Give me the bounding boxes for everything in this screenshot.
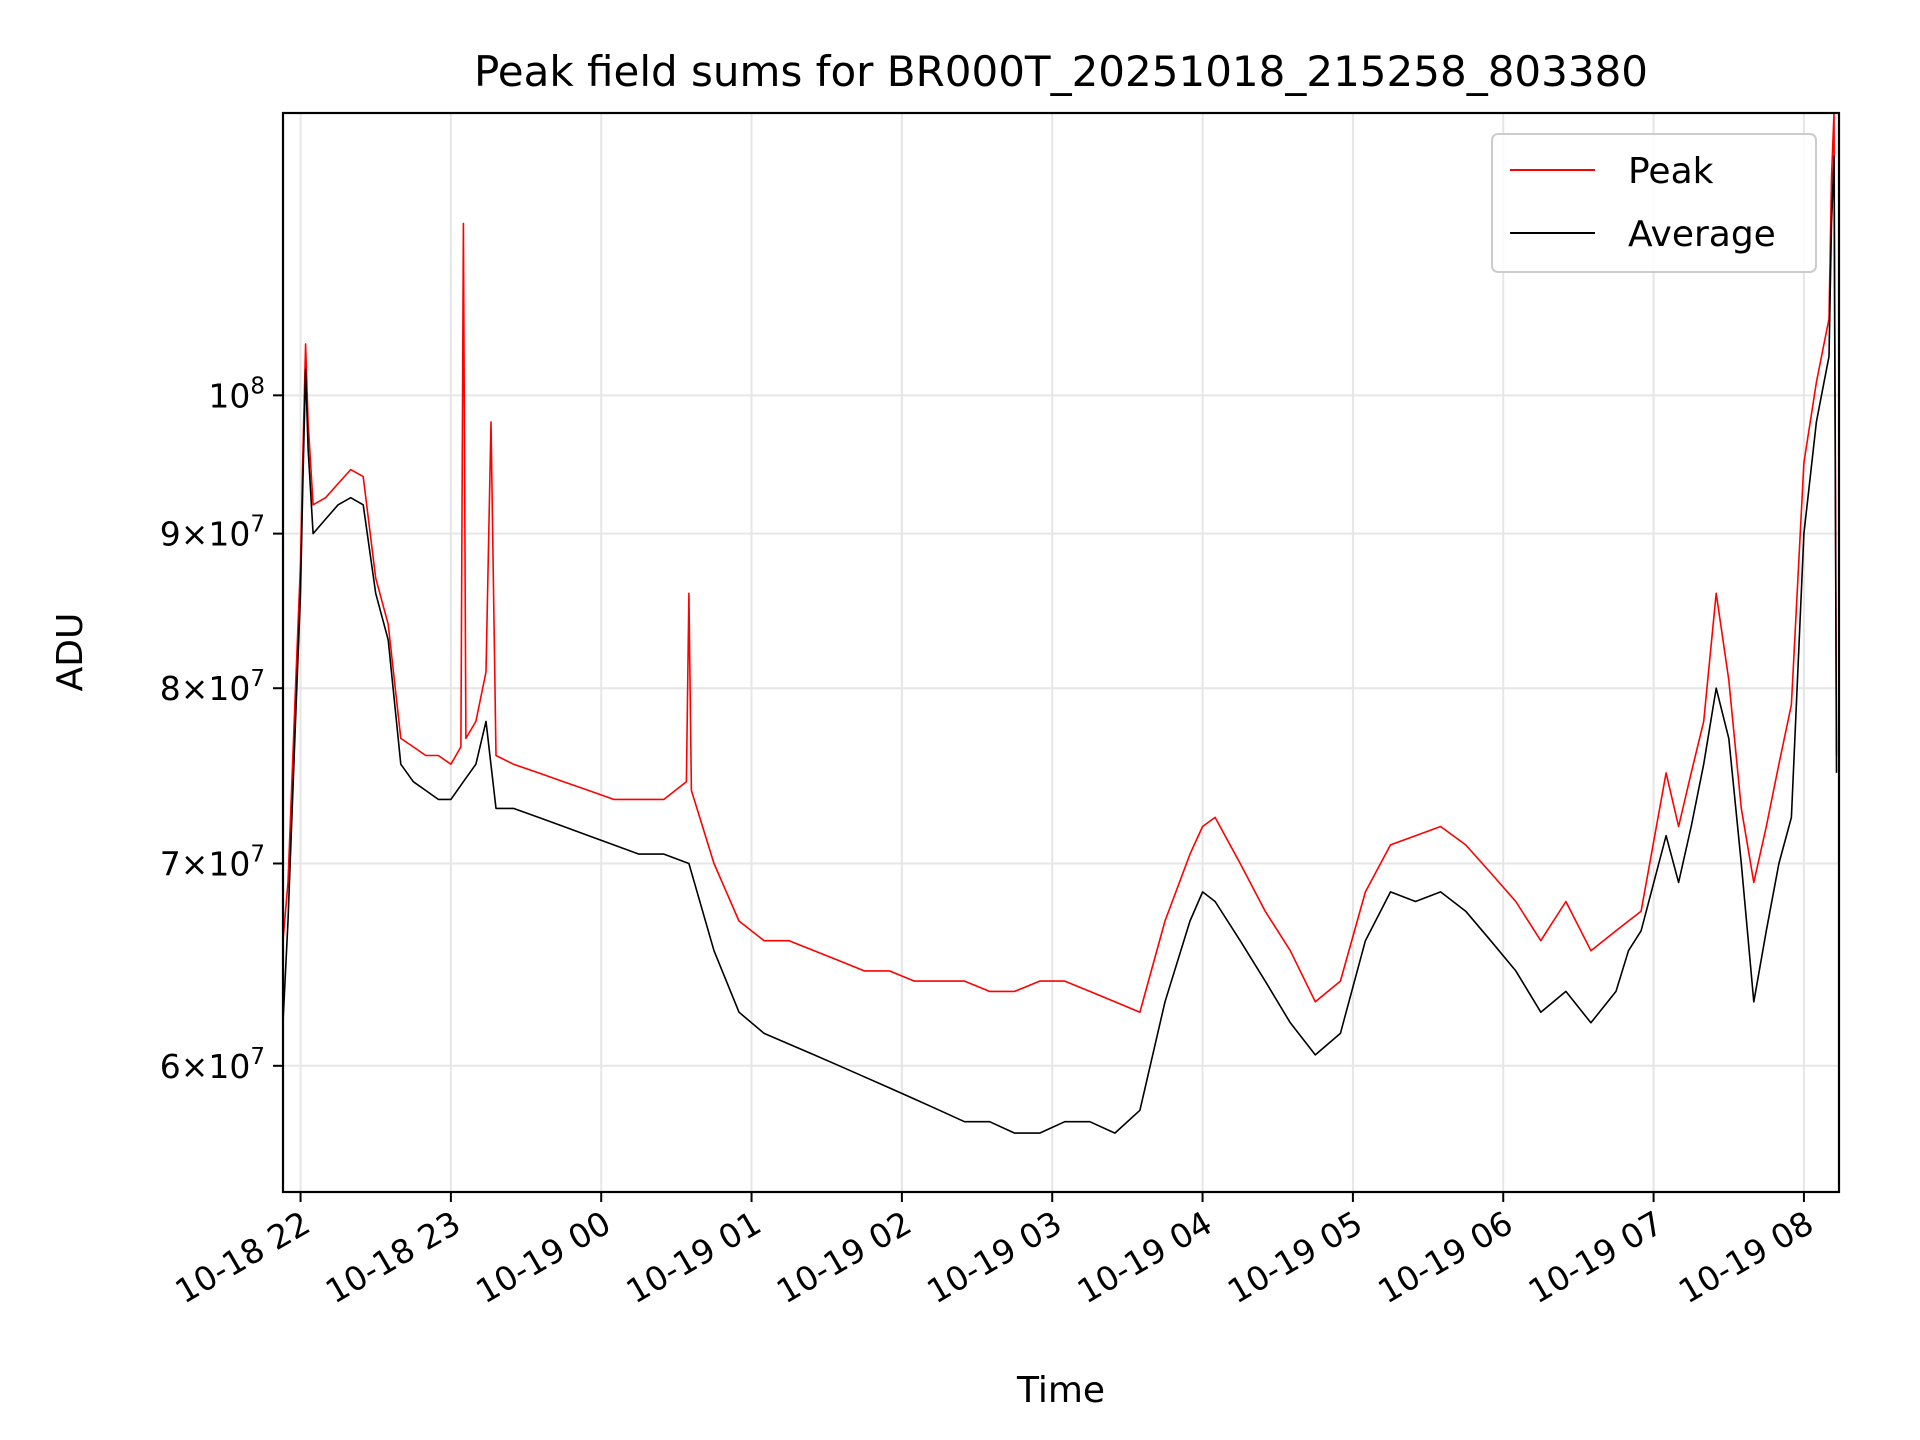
y-axis-label: ADU [50,613,91,692]
series-line-average [282,155,1838,1134]
y-tick-label: 8×107 [160,666,265,708]
legend-label-average: Average [1628,214,1776,255]
grid [283,113,1839,1192]
y-tick-label: 108 [208,373,265,415]
y-tick-label: 7×107 [160,841,265,883]
series-layer [282,112,1838,1134]
legend-box [1491,133,1817,273]
y-tick-label: 9×107 [160,512,265,554]
legend: Peak Average [1491,133,1817,273]
series-line-peak [282,112,1838,1014]
x-axis-label: Time [1016,1370,1105,1411]
y-tick-label: 6×107 [160,1044,265,1086]
chart-title: Peak field sums for BR000T_20251018_2152… [474,47,1648,96]
legend-label-peak: Peak [1628,151,1714,192]
plot-frame [281,111,1841,1194]
